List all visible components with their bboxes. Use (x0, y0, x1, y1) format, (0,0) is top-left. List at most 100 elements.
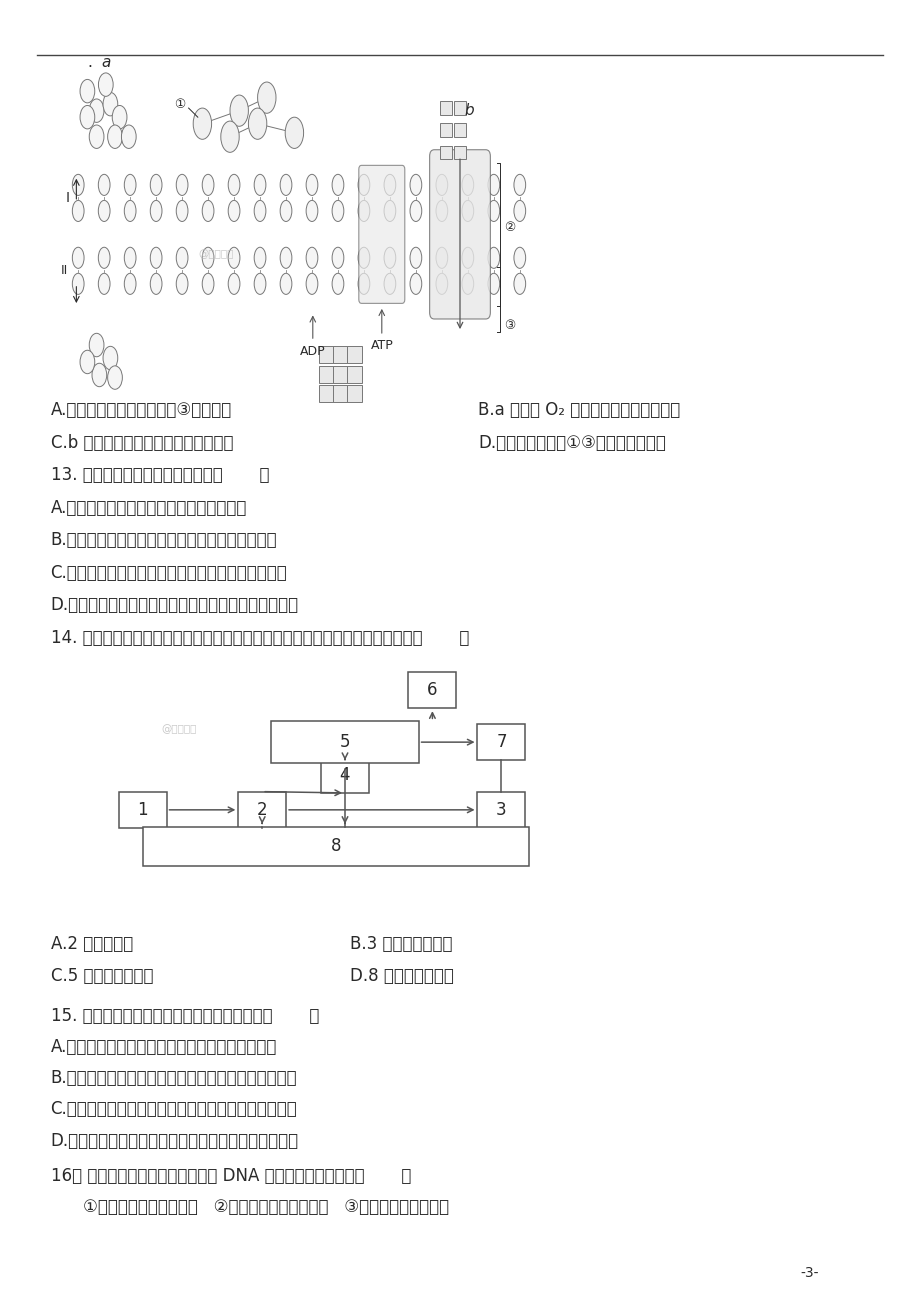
Bar (333, 385, 347, 402)
Ellipse shape (228, 201, 240, 221)
Ellipse shape (230, 95, 248, 126)
Ellipse shape (306, 247, 317, 268)
Ellipse shape (514, 273, 525, 294)
Text: A.细胞间的相互识别可能是③在起作用: A.细胞间的相互识别可能是③在起作用 (51, 401, 232, 419)
FancyBboxPatch shape (477, 792, 525, 828)
Ellipse shape (124, 247, 136, 268)
Ellipse shape (461, 247, 473, 268)
Text: C.b 可表示动物细胞吸收钾离子的方式: C.b 可表示动物细胞吸收钾离子的方式 (51, 434, 233, 452)
Ellipse shape (73, 273, 84, 294)
Ellipse shape (306, 201, 317, 221)
Text: B.在个体发育过程中，细胞凋亡仅发生于成熟个体体内: B.在个体发育过程中，细胞凋亡仅发生于成熟个体体内 (51, 1069, 297, 1087)
Ellipse shape (248, 108, 267, 139)
Ellipse shape (436, 247, 448, 268)
Ellipse shape (332, 201, 344, 221)
Ellipse shape (202, 201, 214, 221)
Text: II: II (61, 264, 68, 277)
Bar (319, 385, 334, 402)
FancyBboxPatch shape (429, 150, 490, 319)
Bar (454, 124, 465, 137)
Bar (319, 346, 334, 363)
Text: C.5 在线粒体中产生: C.5 在线粒体中产生 (51, 967, 153, 986)
Text: ③: ③ (504, 319, 515, 332)
Ellipse shape (280, 273, 291, 294)
Ellipse shape (98, 273, 110, 294)
Ellipse shape (254, 247, 266, 268)
Ellipse shape (124, 201, 136, 221)
Text: A.在细胞的分化过程中，遗传信息并没有发生改变: A.在细胞的分化过程中，遗传信息并没有发生改变 (51, 1038, 277, 1056)
Text: a: a (101, 55, 110, 70)
Text: 7: 7 (495, 733, 506, 751)
Ellipse shape (461, 273, 473, 294)
Bar (319, 366, 334, 383)
Text: C.多细胞生物中细胞的衰老与机体的衰老并不完全同步: C.多细胞生物中细胞的衰老与机体的衰老并不完全同步 (51, 1100, 297, 1118)
Ellipse shape (80, 79, 95, 103)
Ellipse shape (332, 174, 344, 195)
Ellipse shape (514, 247, 525, 268)
Ellipse shape (410, 273, 421, 294)
Ellipse shape (254, 174, 266, 195)
Bar (439, 102, 452, 115)
Bar (454, 146, 465, 159)
Ellipse shape (103, 346, 118, 370)
Ellipse shape (254, 273, 266, 294)
Text: D.酶既可以作为催化剂，也可以作为另一个反应的底物: D.酶既可以作为催化剂，也可以作为另一个反应的底物 (51, 596, 299, 615)
Ellipse shape (306, 273, 317, 294)
Ellipse shape (383, 201, 395, 221)
Ellipse shape (176, 273, 187, 294)
Text: -3-: -3- (800, 1267, 818, 1280)
Text: 8: 8 (330, 837, 341, 855)
Ellipse shape (487, 174, 499, 195)
Text: A.同一种酶可存在分化程度不同的活细胞中: A.同一种酶可存在分化程度不同的活细胞中 (51, 499, 246, 517)
FancyBboxPatch shape (119, 792, 166, 828)
Ellipse shape (103, 92, 118, 116)
Ellipse shape (202, 174, 214, 195)
Ellipse shape (280, 247, 291, 268)
Ellipse shape (306, 174, 317, 195)
Text: I: I (65, 191, 69, 204)
Ellipse shape (357, 201, 369, 221)
Ellipse shape (383, 174, 395, 195)
FancyBboxPatch shape (321, 756, 369, 793)
FancyBboxPatch shape (408, 672, 456, 708)
Ellipse shape (257, 82, 276, 113)
Ellipse shape (436, 201, 448, 221)
Ellipse shape (124, 174, 136, 195)
Ellipse shape (436, 174, 448, 195)
Text: 1: 1 (137, 801, 148, 819)
Text: B.3 在第二阶段产生: B.3 在第二阶段产生 (349, 935, 451, 953)
Ellipse shape (461, 201, 473, 221)
Text: .: . (87, 55, 93, 70)
FancyBboxPatch shape (238, 792, 286, 828)
Ellipse shape (357, 273, 369, 294)
Ellipse shape (357, 174, 369, 195)
Text: @正确教育: @正确教育 (162, 724, 197, 734)
Text: b: b (464, 103, 473, 118)
Text: D.不同物种的细胞①③的种类可能不同: D.不同物种的细胞①③的种类可能不同 (478, 434, 665, 452)
Bar (333, 346, 347, 363)
Ellipse shape (514, 201, 525, 221)
Ellipse shape (221, 121, 239, 152)
Ellipse shape (461, 174, 473, 195)
Text: 6: 6 (426, 681, 437, 699)
Ellipse shape (121, 125, 136, 148)
Ellipse shape (80, 105, 95, 129)
Ellipse shape (410, 247, 421, 268)
Text: ①孟德尔的豌豆杂交实验   ②摩尔根的果蝇杂交实脸   ③肺炎双球菌转化实验: ①孟德尔的豌豆杂交实验 ②摩尔根的果蝇杂交实脸 ③肺炎双球菌转化实验 (83, 1198, 448, 1216)
Bar (439, 146, 452, 159)
Ellipse shape (280, 174, 291, 195)
Ellipse shape (410, 174, 421, 195)
Ellipse shape (228, 273, 240, 294)
Ellipse shape (176, 201, 187, 221)
Ellipse shape (108, 366, 122, 389)
Text: ①: ① (174, 98, 185, 111)
Ellipse shape (228, 247, 240, 268)
Ellipse shape (150, 201, 162, 221)
Ellipse shape (176, 247, 187, 268)
Ellipse shape (202, 247, 214, 268)
Bar (333, 366, 347, 383)
Text: B.低温能降低酶活性的原因是酶的空间结构被破坏: B.低温能降低酶活性的原因是酶的空间结构被破坏 (51, 531, 277, 549)
Bar (346, 385, 361, 402)
Text: 3: 3 (495, 801, 506, 819)
Text: 13. 下对关于酶的叙述，错误的是（       ）: 13. 下对关于酶的叙述，错误的是（ ） (51, 466, 269, 484)
